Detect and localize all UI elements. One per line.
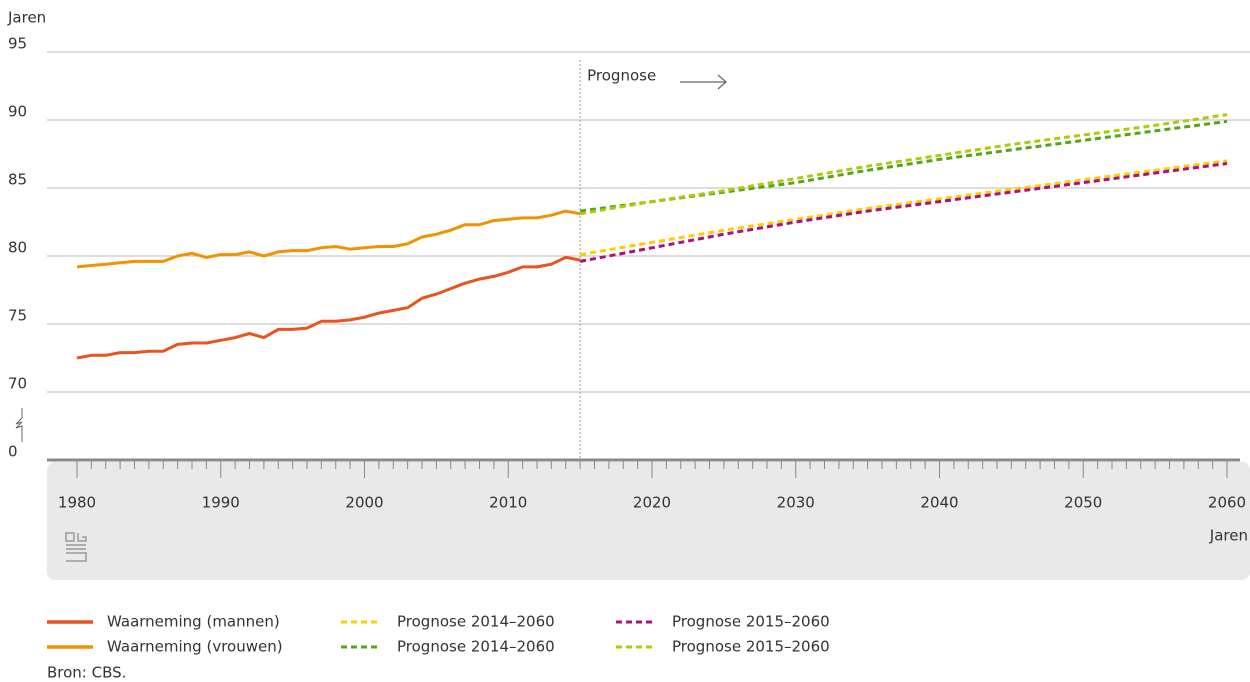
legend-label: Prognose 2014–2060	[397, 613, 555, 631]
x-axis-label: Jaren	[1209, 527, 1248, 545]
axis-break	[15, 408, 23, 442]
cbs-logo	[65, 532, 87, 562]
x-tick-label: 2050	[1064, 494, 1102, 512]
y-tick-label: 70	[8, 375, 27, 393]
y-tick-label: 75	[8, 307, 27, 325]
y-axis-label: Jaren	[7, 9, 46, 27]
x-tick-label: 2040	[920, 494, 958, 512]
x-tick-label: 2030	[777, 494, 815, 512]
series-line	[579, 162, 1228, 263]
x-tick-label: 2060	[1208, 494, 1246, 512]
x-axis-band	[47, 462, 1250, 580]
legend-label: Waarneming (vrouwen)	[107, 638, 283, 656]
series-line	[579, 159, 1228, 257]
series-line	[579, 119, 1228, 213]
y-tick-label: 0	[8, 443, 18, 461]
series-line	[579, 113, 1228, 216]
y-tick-label: 95	[8, 35, 27, 53]
legend-label: Prognose 2014–2060	[397, 638, 555, 656]
x-tick-label: 1980	[58, 494, 96, 512]
series-line	[76, 209, 581, 269]
x-tick-label: 1990	[202, 494, 240, 512]
annotation-arrow	[680, 74, 727, 90]
source: Bron: CBS.	[47, 664, 126, 682]
legend-label: Prognose 2015–2060	[672, 613, 830, 631]
x-tick-label: 2020	[633, 494, 671, 512]
y-tick-label: 90	[8, 103, 27, 121]
y-tick-label: 85	[8, 171, 27, 189]
x-tick-label: 2010	[489, 494, 527, 512]
series-line	[76, 255, 581, 360]
legend-label: Waarneming (mannen)	[107, 613, 280, 631]
annotation-text: Prognose	[587, 67, 656, 85]
y-tick-label: 80	[8, 239, 27, 257]
x-tick-label: 2000	[345, 494, 383, 512]
legend-label: Prognose 2015–2060	[672, 638, 830, 656]
